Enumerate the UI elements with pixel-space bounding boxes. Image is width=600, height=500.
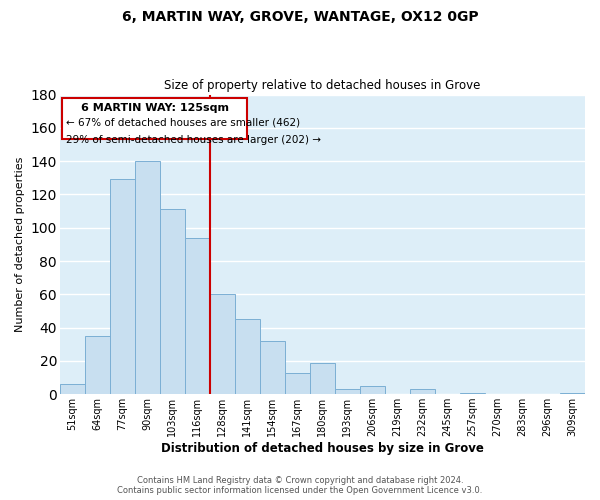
Bar bbox=[135, 161, 160, 394]
Text: ← 67% of detached houses are smaller (462): ← 67% of detached houses are smaller (46… bbox=[66, 118, 300, 128]
Bar bbox=[110, 180, 135, 394]
Bar bbox=[235, 320, 260, 394]
Bar bbox=[410, 389, 435, 394]
Bar bbox=[210, 294, 235, 394]
Title: Size of property relative to detached houses in Grove: Size of property relative to detached ho… bbox=[164, 79, 481, 92]
Text: 6, MARTIN WAY, GROVE, WANTAGE, OX12 0GP: 6, MARTIN WAY, GROVE, WANTAGE, OX12 0GP bbox=[122, 10, 478, 24]
Text: Contains HM Land Registry data © Crown copyright and database right 2024.
Contai: Contains HM Land Registry data © Crown c… bbox=[118, 476, 482, 495]
Bar bbox=[560, 392, 585, 394]
Bar bbox=[335, 389, 360, 394]
Text: 6 MARTIN WAY: 125sqm: 6 MARTIN WAY: 125sqm bbox=[81, 103, 229, 113]
Bar bbox=[310, 362, 335, 394]
FancyBboxPatch shape bbox=[62, 98, 247, 140]
Text: 29% of semi-detached houses are larger (202) →: 29% of semi-detached houses are larger (… bbox=[66, 134, 321, 144]
Bar bbox=[360, 386, 385, 394]
Bar bbox=[460, 392, 485, 394]
Bar bbox=[260, 341, 285, 394]
Bar bbox=[60, 384, 85, 394]
Bar bbox=[160, 210, 185, 394]
X-axis label: Distribution of detached houses by size in Grove: Distribution of detached houses by size … bbox=[161, 442, 484, 455]
Y-axis label: Number of detached properties: Number of detached properties bbox=[15, 156, 25, 332]
Bar bbox=[85, 336, 110, 394]
Bar bbox=[185, 238, 210, 394]
Bar bbox=[285, 372, 310, 394]
